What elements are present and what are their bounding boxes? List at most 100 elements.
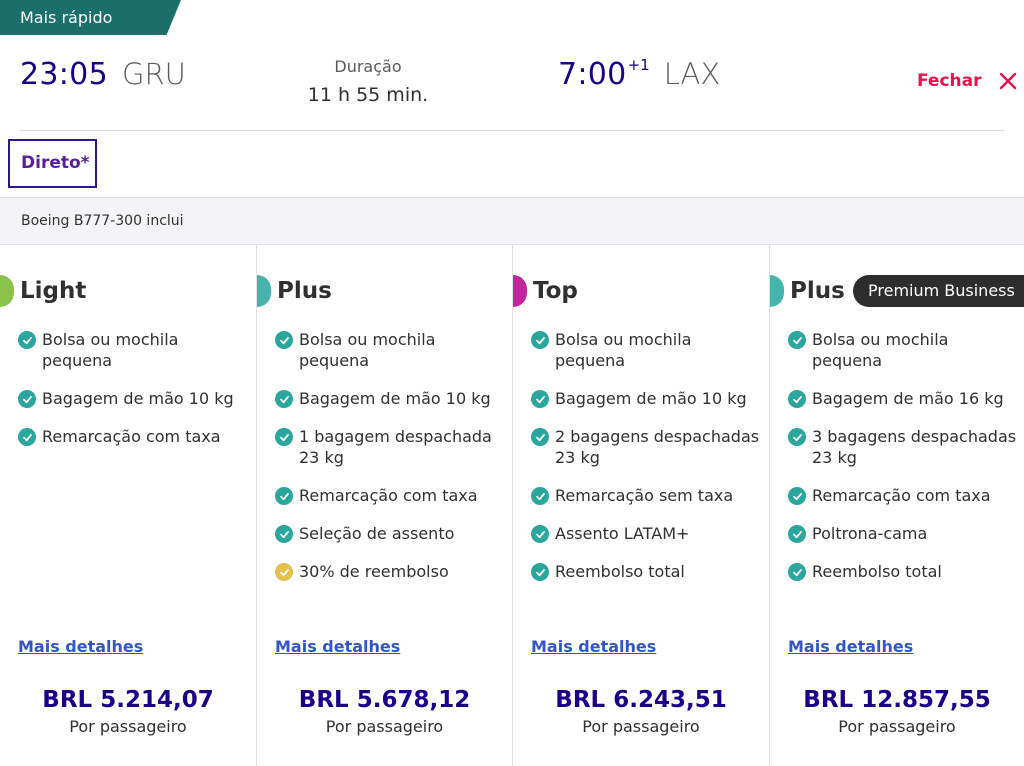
aircraft-info: Boeing B777-300 inclui bbox=[0, 197, 1024, 245]
benefit-text: Bolsa ou mochila pequena bbox=[42, 330, 179, 370]
check-circle-icon bbox=[275, 525, 293, 543]
close-button[interactable]: Fechar bbox=[917, 71, 1018, 91]
price-block: BRL 5.214,07 Por passageiro bbox=[0, 687, 256, 736]
close-label: Fechar bbox=[917, 71, 982, 91]
fare-accent-pill bbox=[0, 275, 14, 307]
benefit-item: Reembolso total bbox=[788, 561, 1018, 582]
price-block: BRL 6.243,51 Por passageiro bbox=[513, 687, 769, 736]
fare-name: Light bbox=[20, 278, 87, 304]
benefit-item: Bagagem de mão 16 kg bbox=[788, 388, 1018, 409]
benefit-text: 1 bagagem despachada 23 kg bbox=[299, 427, 492, 467]
benefit-text: Remarcação com taxa bbox=[299, 486, 478, 505]
benefit-item: Bagagem de mão 10 kg bbox=[531, 388, 763, 409]
check-circle-icon bbox=[788, 390, 806, 408]
benefit-text: Bolsa ou mochila pequena bbox=[812, 330, 949, 370]
arrival-time: 7:00 bbox=[558, 57, 627, 92]
benefit-item: Remarcação sem taxa bbox=[531, 485, 763, 506]
check-circle-icon bbox=[788, 525, 806, 543]
fare-card[interactable]: Top Bolsa ou mochila pequena Bagagem de mã… bbox=[513, 245, 770, 766]
duration: Duração 11 h 55 min. bbox=[300, 57, 436, 106]
check-circle-icon bbox=[788, 428, 806, 446]
benefit-text: Bagagem de mão 10 kg bbox=[299, 389, 491, 408]
benefit-list: Bolsa ou mochila pequena Bagagem de mão 1… bbox=[18, 329, 250, 464]
close-x-icon bbox=[999, 72, 1016, 90]
fare-name: Plus bbox=[790, 278, 845, 304]
duration-value: 11 h 55 min. bbox=[307, 84, 429, 106]
fare-header: Plus Premium Business bbox=[770, 275, 1024, 307]
fare-name: Top bbox=[533, 278, 578, 304]
benefit-text: 2 bagagens despachadas 23 kg bbox=[555, 427, 760, 467]
benefit-text: Bagagem de mão 10 kg bbox=[42, 389, 234, 408]
benefit-item: 1 bagagem despachada 23 kg bbox=[275, 426, 506, 468]
fare-price: BRL 5.678,12 bbox=[298, 687, 471, 713]
price-block: BRL 5.678,12 Por passageiro bbox=[257, 687, 512, 736]
fare-accent-pill bbox=[513, 275, 527, 307]
departure-airport: GRU bbox=[121, 57, 186, 91]
fare-card[interactable]: Plus Premium Business Bolsa ou mochila peq… bbox=[770, 245, 1024, 766]
check-circle-icon bbox=[275, 390, 293, 408]
benefit-text: Remarcação sem taxa bbox=[555, 486, 734, 505]
benefit-text: Bagagem de mão 10 kg bbox=[555, 389, 747, 408]
benefit-text: Bolsa ou mochila pequena bbox=[555, 330, 692, 370]
price-block: BRL 12.857,55 Por passageiro bbox=[770, 687, 1024, 736]
departure: 23:05 GRU bbox=[20, 57, 186, 92]
benefit-item: 2 bagagens despachadas 23 kg bbox=[531, 426, 763, 468]
check-circle-icon bbox=[18, 428, 36, 446]
benefit-list: Bolsa ou mochila pequena Bagagem de mão 1… bbox=[275, 329, 506, 599]
check-circle-icon bbox=[275, 487, 293, 505]
benefit-item: Bolsa ou mochila pequena bbox=[18, 329, 250, 371]
check-circle-icon bbox=[531, 487, 549, 505]
price-note: Por passageiro bbox=[325, 717, 444, 736]
details-link[interactable]: Mais detalhes bbox=[18, 637, 144, 656]
check-circle-icon bbox=[531, 390, 549, 408]
benefit-text: Reembolso total bbox=[812, 562, 942, 581]
benefit-item: Bolsa ou mochila pequena bbox=[275, 329, 506, 371]
benefit-item: 3 bagagens despachadas 23 kg bbox=[788, 426, 1018, 468]
price-note: Por passageiro bbox=[69, 717, 187, 736]
cabin-class-badge: Premium Business bbox=[853, 275, 1024, 307]
benefit-text: 3 bagagens despachadas 23 kg bbox=[812, 427, 1017, 467]
fare-header: Light bbox=[0, 275, 257, 307]
fare-price: BRL 12.857,55 bbox=[803, 687, 991, 713]
benefit-list: Bolsa ou mochila pequena Bagagem de mão 1… bbox=[531, 329, 763, 599]
check-circle-icon bbox=[531, 428, 549, 446]
fare-options: Light Bolsa ou mochila pequena Bagagem de … bbox=[0, 245, 1024, 766]
price-note: Por passageiro bbox=[582, 717, 700, 736]
benefit-item: Assento LATAM+ bbox=[531, 523, 763, 544]
fare-accent-pill bbox=[257, 275, 271, 307]
fare-card[interactable]: Light Bolsa ou mochila pequena Bagagem de … bbox=[0, 245, 257, 766]
benefit-item: Reembolso total bbox=[531, 561, 763, 582]
fastest-tag: Mais rápido bbox=[0, 0, 181, 35]
direct-flight-badge[interactable]: Direto* bbox=[8, 139, 97, 188]
check-circle-icon bbox=[531, 331, 549, 349]
duration-label: Duração bbox=[334, 57, 402, 76]
header-divider bbox=[20, 130, 1004, 131]
benefit-list: Bolsa ou mochila pequena Bagagem de mão 1… bbox=[788, 329, 1018, 599]
fare-price: BRL 5.214,07 bbox=[42, 687, 214, 713]
fare-card[interactable]: Plus Bolsa ou mochila pequena Bagagem de m… bbox=[257, 245, 513, 766]
details-link[interactable]: Mais detalhes bbox=[788, 637, 914, 656]
arrival-day-offset: +1 bbox=[627, 56, 650, 74]
benefit-text: Bagagem de mão 16 kg bbox=[812, 389, 1004, 408]
check-circle-icon bbox=[788, 331, 806, 349]
benefit-text: 30% de reembolso bbox=[299, 562, 449, 581]
fare-name: Plus bbox=[277, 278, 332, 304]
benefit-item: Bagagem de mão 10 kg bbox=[18, 388, 250, 409]
arrival-airport: LAX bbox=[663, 57, 721, 91]
details-link[interactable]: Mais detalhes bbox=[531, 637, 657, 656]
benefit-item: Remarcação com taxa bbox=[18, 426, 250, 447]
benefit-text: Assento LATAM+ bbox=[555, 524, 690, 543]
benefit-item: Bolsa ou mochila pequena bbox=[531, 329, 763, 371]
flight-summary: 23:05 GRU Duração 11 h 55 min. 7:00 +1 L… bbox=[0, 35, 1024, 131]
benefit-text: Reembolso total bbox=[555, 562, 685, 581]
fare-accent-pill bbox=[770, 275, 784, 307]
benefit-text: Poltrona-cama bbox=[812, 524, 928, 543]
benefit-text: Remarcação com taxa bbox=[812, 486, 991, 505]
departure-time: 23:05 bbox=[20, 57, 108, 92]
details-link[interactable]: Mais detalhes bbox=[275, 637, 401, 656]
partial-check-icon bbox=[275, 563, 293, 581]
benefit-text: Seleção de assento bbox=[299, 524, 455, 543]
fare-header: Plus bbox=[257, 275, 513, 307]
check-circle-icon bbox=[788, 563, 806, 581]
